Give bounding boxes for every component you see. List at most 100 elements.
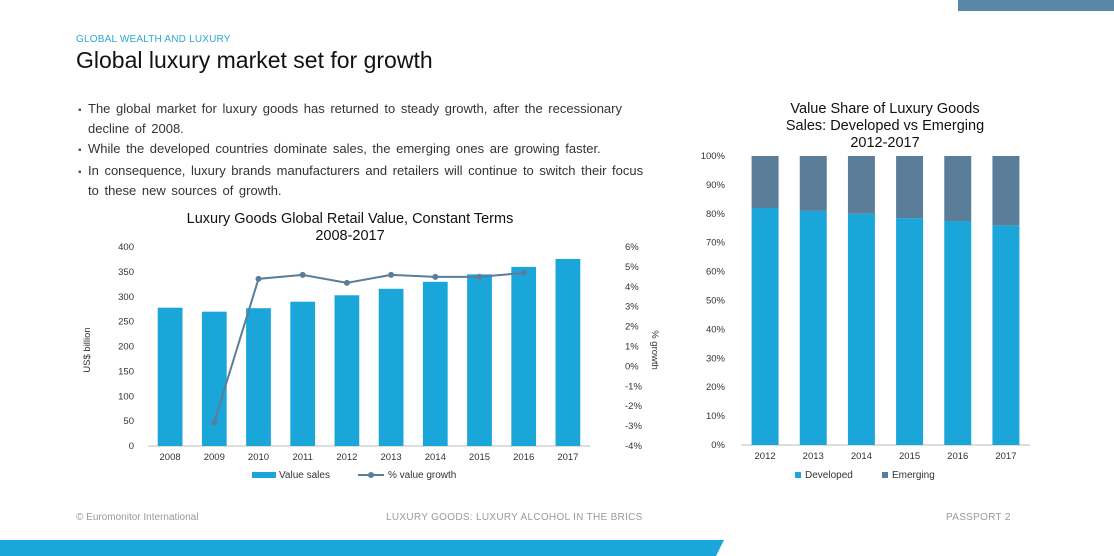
chart1-growth-point-2009 xyxy=(211,419,218,426)
chart1-ylabel: US$ billion xyxy=(82,327,93,372)
chart1-bar-2016 xyxy=(511,266,537,446)
chart2-ytick-label: 60% xyxy=(706,267,726,278)
chart1-ytick-label: 50 xyxy=(123,416,134,427)
legend-label-emerging: Emerging xyxy=(892,470,935,481)
chart1-y2tick-label: 6% xyxy=(625,242,639,253)
legend-swatch-value-sales xyxy=(252,472,276,478)
chart1-growth-line xyxy=(213,271,524,423)
footer-report-title: LUXURY GOODS: LUXURY ALCOHOL IN THE BRIC… xyxy=(386,512,643,523)
chart1-xtick-label: 2011 xyxy=(292,452,312,463)
chart2-ytick-label: 0% xyxy=(711,440,725,451)
chart2-ytick-label: 70% xyxy=(706,238,726,249)
legend-label-value-sales: Value sales xyxy=(279,470,330,481)
chart2-bar-developed-2014 xyxy=(847,213,875,445)
chart1-y2tick-label: 4% xyxy=(625,282,639,293)
chart1-y2tick-label: -4% xyxy=(625,441,642,452)
chart2-bar-emerging-2016 xyxy=(944,156,972,222)
chart2-xtick-label: 2015 xyxy=(899,451,920,462)
chart1-y2label: % growth xyxy=(649,330,660,370)
chart1-title-line1: Luxury Goods Global Retail Value, Consta… xyxy=(187,211,514,227)
chart2-bar-developed-2012 xyxy=(751,208,779,445)
chart2-bar-emerging-2017 xyxy=(992,156,1020,226)
chart2-bar-emerging-2014 xyxy=(847,156,875,214)
value-share-chart: Value Share of Luxury Goods Sales: Devel… xyxy=(701,101,1030,481)
bullet-item: While the developed countries dominate s… xyxy=(74,140,654,160)
legend-label-value-growth: % value growth xyxy=(388,470,456,481)
chart2-ytick-label: 80% xyxy=(706,209,726,220)
chart1-xtick-label: 2012 xyxy=(336,452,357,463)
legend-swatch-emerging xyxy=(882,472,888,478)
chart2-xtick-label: 2012 xyxy=(755,451,776,462)
chart2-bar-developed-2015 xyxy=(896,218,924,445)
top-accent-bar xyxy=(958,0,1114,11)
chart2-xtick-label: 2013 xyxy=(803,451,824,462)
chart1-ytick-label: 350 xyxy=(118,267,134,278)
chart2-ytick-label: 30% xyxy=(706,353,726,364)
page-title: Global luxury market set for growth xyxy=(76,47,433,73)
section-label: GLOBAL WEALTH AND LUXURY xyxy=(76,34,231,45)
chart1-bar-2017 xyxy=(555,258,581,446)
bottom-accent-bar xyxy=(0,540,724,556)
chart2-title-line2: Sales: Developed vs Emerging xyxy=(786,118,984,134)
chart1-growth-point-2015 xyxy=(476,273,483,280)
chart2-xtick-label: 2014 xyxy=(851,451,872,462)
chart2-ytick-label: 100% xyxy=(701,151,726,162)
chart1-xtick-label: 2008 xyxy=(160,452,181,463)
chart1-growth-point-2010 xyxy=(255,275,262,282)
legend-label-developed: Developed xyxy=(805,470,853,481)
chart1-xtick-label: 2016 xyxy=(513,452,534,463)
chart1-title-line2: 2008-2017 xyxy=(315,228,384,244)
chart2-bar-emerging-2013 xyxy=(799,156,827,211)
chart1-growth-point-2011 xyxy=(299,271,306,278)
chart2-bar-developed-2017 xyxy=(992,225,1020,445)
chart1-growth-point-2012 xyxy=(343,279,350,286)
chart2-bar-developed-2013 xyxy=(799,210,827,445)
chart1-y2tick-label: 3% xyxy=(625,302,639,313)
chart1-y2tick-label: 5% xyxy=(625,262,639,273)
chart2-bar-emerging-2012 xyxy=(751,156,779,209)
retail-value-chart: Luxury Goods Global Retail Value, Consta… xyxy=(82,211,660,481)
chart1-xtick-label: 2014 xyxy=(425,452,446,463)
chart1-ytick-label: 400 xyxy=(118,242,134,253)
chart1-bar-2008 xyxy=(157,307,183,446)
chart1-bar-2009 xyxy=(201,311,227,446)
legend-marker-value-growth xyxy=(368,472,374,478)
chart1-xtick-label: 2009 xyxy=(204,452,225,463)
chart1-y2tick-label: 0% xyxy=(625,361,639,372)
chart1-ytick-label: 150 xyxy=(118,366,134,377)
chart2-bar-developed-2016 xyxy=(944,221,972,445)
chart1-y2tick-label: 2% xyxy=(625,322,639,333)
chart1-xtick-label: 2013 xyxy=(381,452,402,463)
chart2-xtick-label: 2016 xyxy=(947,451,968,462)
chart1-y2tick-label: -2% xyxy=(625,401,642,412)
chart1-ytick-label: 200 xyxy=(118,342,134,353)
chart1-xtick-label: 2017 xyxy=(557,452,578,463)
chart2-ytick-label: 10% xyxy=(706,411,726,422)
bullet-item: In consequence, luxury brands manufactur… xyxy=(74,162,654,200)
chart2-bar-emerging-2015 xyxy=(896,156,924,219)
chart1-ytick-label: 250 xyxy=(118,317,134,328)
chart1-growth-point-2014 xyxy=(432,273,439,280)
legend-swatch-developed xyxy=(795,472,801,478)
chart1-bar-2012 xyxy=(334,295,360,446)
chart2-xtick-label: 2017 xyxy=(995,451,1016,462)
bullet-item: The global market for luxury goods has r… xyxy=(74,100,654,138)
chart2-ytick-label: 50% xyxy=(706,296,726,307)
chart1-bar-2015 xyxy=(467,274,492,446)
chart2-title-line3: 2012-2017 xyxy=(850,135,919,151)
chart2-ytick-label: 20% xyxy=(706,382,726,393)
chart1-xtick-label: 2015 xyxy=(469,452,490,463)
chart1-bar-2011 xyxy=(290,301,316,446)
footer-page-number: PASSPORT 2 xyxy=(946,512,1011,523)
chart1-xtick-label: 2010 xyxy=(248,452,269,463)
bullet-list: The global market for luxury goods has r… xyxy=(74,100,654,202)
chart1-bar-2014 xyxy=(422,281,448,446)
chart2-ytick-label: 40% xyxy=(706,324,726,335)
chart1-y2tick-label: 1% xyxy=(625,342,639,353)
chart1-growth-point-2013 xyxy=(388,271,395,278)
chart1-growth-point-2016 xyxy=(520,269,527,276)
chart1-y2tick-label: -1% xyxy=(625,381,642,392)
footer-copyright: © Euromonitor International xyxy=(76,512,199,523)
chart1-y2tick-label: -3% xyxy=(625,421,642,432)
chart1-bar-2010 xyxy=(246,308,271,446)
